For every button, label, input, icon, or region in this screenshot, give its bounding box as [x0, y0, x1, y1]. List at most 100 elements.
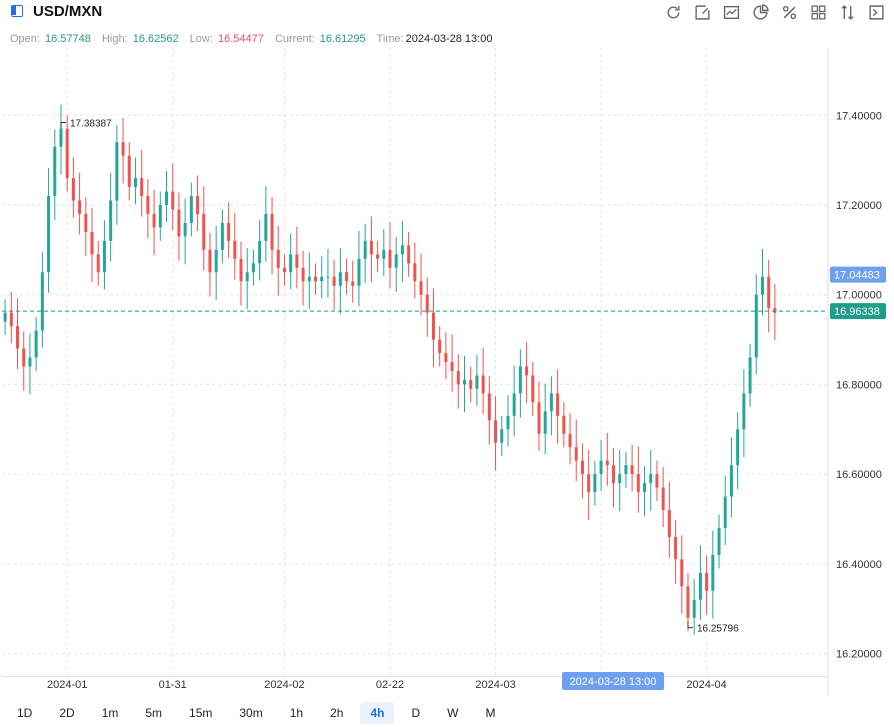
candle — [245, 248, 249, 310]
candle-body — [40, 272, 44, 331]
high-label: High: — [101, 33, 128, 45]
indicator-icon[interactable] — [722, 3, 741, 22]
candle-body — [307, 276, 311, 282]
candle — [16, 298, 20, 370]
timeframe-5m[interactable]: 5m — [145, 706, 163, 720]
price-tag — [830, 303, 886, 320]
candle-body — [531, 375, 535, 403]
candle-body — [506, 415, 510, 430]
toolbar: USD/MXN — [0, 0, 894, 26]
timeframe-m[interactable]: M — [485, 706, 496, 720]
candle — [500, 415, 504, 457]
candle — [71, 157, 75, 218]
pie-icon[interactable] — [751, 3, 770, 22]
candle — [78, 172, 82, 235]
candle-body — [314, 276, 318, 282]
candle-body — [549, 393, 553, 412]
candle-body — [363, 240, 367, 259]
candle — [115, 125, 119, 225]
timeframe-1h[interactable]: 1h — [289, 706, 304, 720]
candle-body — [568, 433, 572, 448]
candle — [388, 222, 392, 289]
candle-body — [705, 572, 709, 591]
candle — [251, 249, 255, 286]
candle-body — [630, 465, 634, 475]
timeframe-1d[interactable]: 1D — [17, 706, 33, 720]
candle-body — [717, 527, 721, 555]
compare-icon[interactable] — [838, 3, 857, 22]
candle-body — [518, 366, 522, 394]
draw-icon[interactable] — [693, 3, 712, 22]
candle — [363, 223, 367, 284]
y-tick-label: 16.40000 — [836, 559, 882, 571]
candle — [450, 334, 454, 392]
candle — [760, 248, 764, 316]
candle — [568, 413, 572, 465]
candle — [239, 241, 243, 306]
timeframe-2h[interactable]: 2h — [330, 706, 344, 720]
candle-body — [90, 231, 94, 255]
candle — [140, 150, 144, 217]
open-value: 16.57748 — [45, 33, 91, 45]
candle — [512, 365, 516, 437]
candle — [636, 446, 640, 513]
candle — [196, 175, 200, 232]
candle-body — [543, 411, 547, 434]
candle — [28, 333, 32, 395]
candle — [276, 225, 280, 296]
candle-body — [109, 200, 113, 241]
candle-body — [655, 474, 659, 488]
grid-icon[interactable] — [809, 3, 828, 22]
timeframe-2d[interactable]: 2D — [59, 706, 75, 720]
fullscreen-icon[interactable] — [867, 3, 886, 22]
timeframe-d[interactable]: D — [411, 706, 421, 720]
symbol-title[interactable]: USD/MXN — [33, 3, 103, 20]
candle-body — [481, 375, 485, 394]
candle-body — [487, 393, 491, 421]
timeframe-30m[interactable]: 30m — [239, 706, 263, 720]
time-label: Time: — [376, 33, 404, 45]
candle — [537, 381, 541, 451]
candle — [258, 220, 262, 281]
high-value: 16.62562 — [132, 33, 179, 45]
candle-body — [394, 254, 398, 268]
current-label: Current: — [274, 33, 315, 45]
percent-icon[interactable] — [780, 3, 799, 22]
x-tick-label: 2024-03 — [475, 679, 515, 691]
candle-body — [78, 200, 82, 214]
candle — [127, 142, 131, 201]
candle-body — [587, 474, 591, 493]
candle-body — [574, 447, 578, 461]
candle — [369, 216, 373, 283]
candle — [345, 258, 349, 295]
candle-body — [618, 474, 622, 484]
candle-body — [177, 209, 181, 237]
timeframe-15m[interactable]: 15m — [189, 706, 213, 720]
candle — [183, 198, 187, 265]
candle — [649, 449, 653, 511]
candle — [40, 251, 44, 348]
candle — [220, 209, 224, 264]
candle-body — [773, 308, 777, 313]
candle — [587, 449, 591, 520]
timeframe-4h[interactable]: 4h — [360, 702, 395, 724]
candle-body — [140, 178, 144, 197]
candle — [295, 226, 299, 289]
timeframe-w[interactable]: W — [447, 706, 459, 720]
candle — [438, 326, 442, 367]
candle-body — [251, 263, 255, 273]
x-tick-label: 02-22 — [376, 679, 404, 691]
refresh-icon[interactable] — [664, 3, 683, 22]
candle — [407, 231, 411, 277]
candle-body — [34, 330, 38, 358]
y-tick-label: 16.20000 — [836, 649, 882, 661]
candle-body — [736, 429, 740, 466]
candlestick-chart[interactable]: 17.40000 17.20000 17.00000 16.80000 16.60000… — [0, 48, 894, 698]
candle — [270, 196, 274, 275]
candle — [419, 253, 423, 316]
timeframe-1m[interactable]: 1m — [101, 706, 119, 720]
candle-body — [351, 281, 355, 286]
candle-body — [3, 312, 7, 322]
candle-body — [121, 142, 125, 156]
candle-body — [264, 213, 268, 241]
